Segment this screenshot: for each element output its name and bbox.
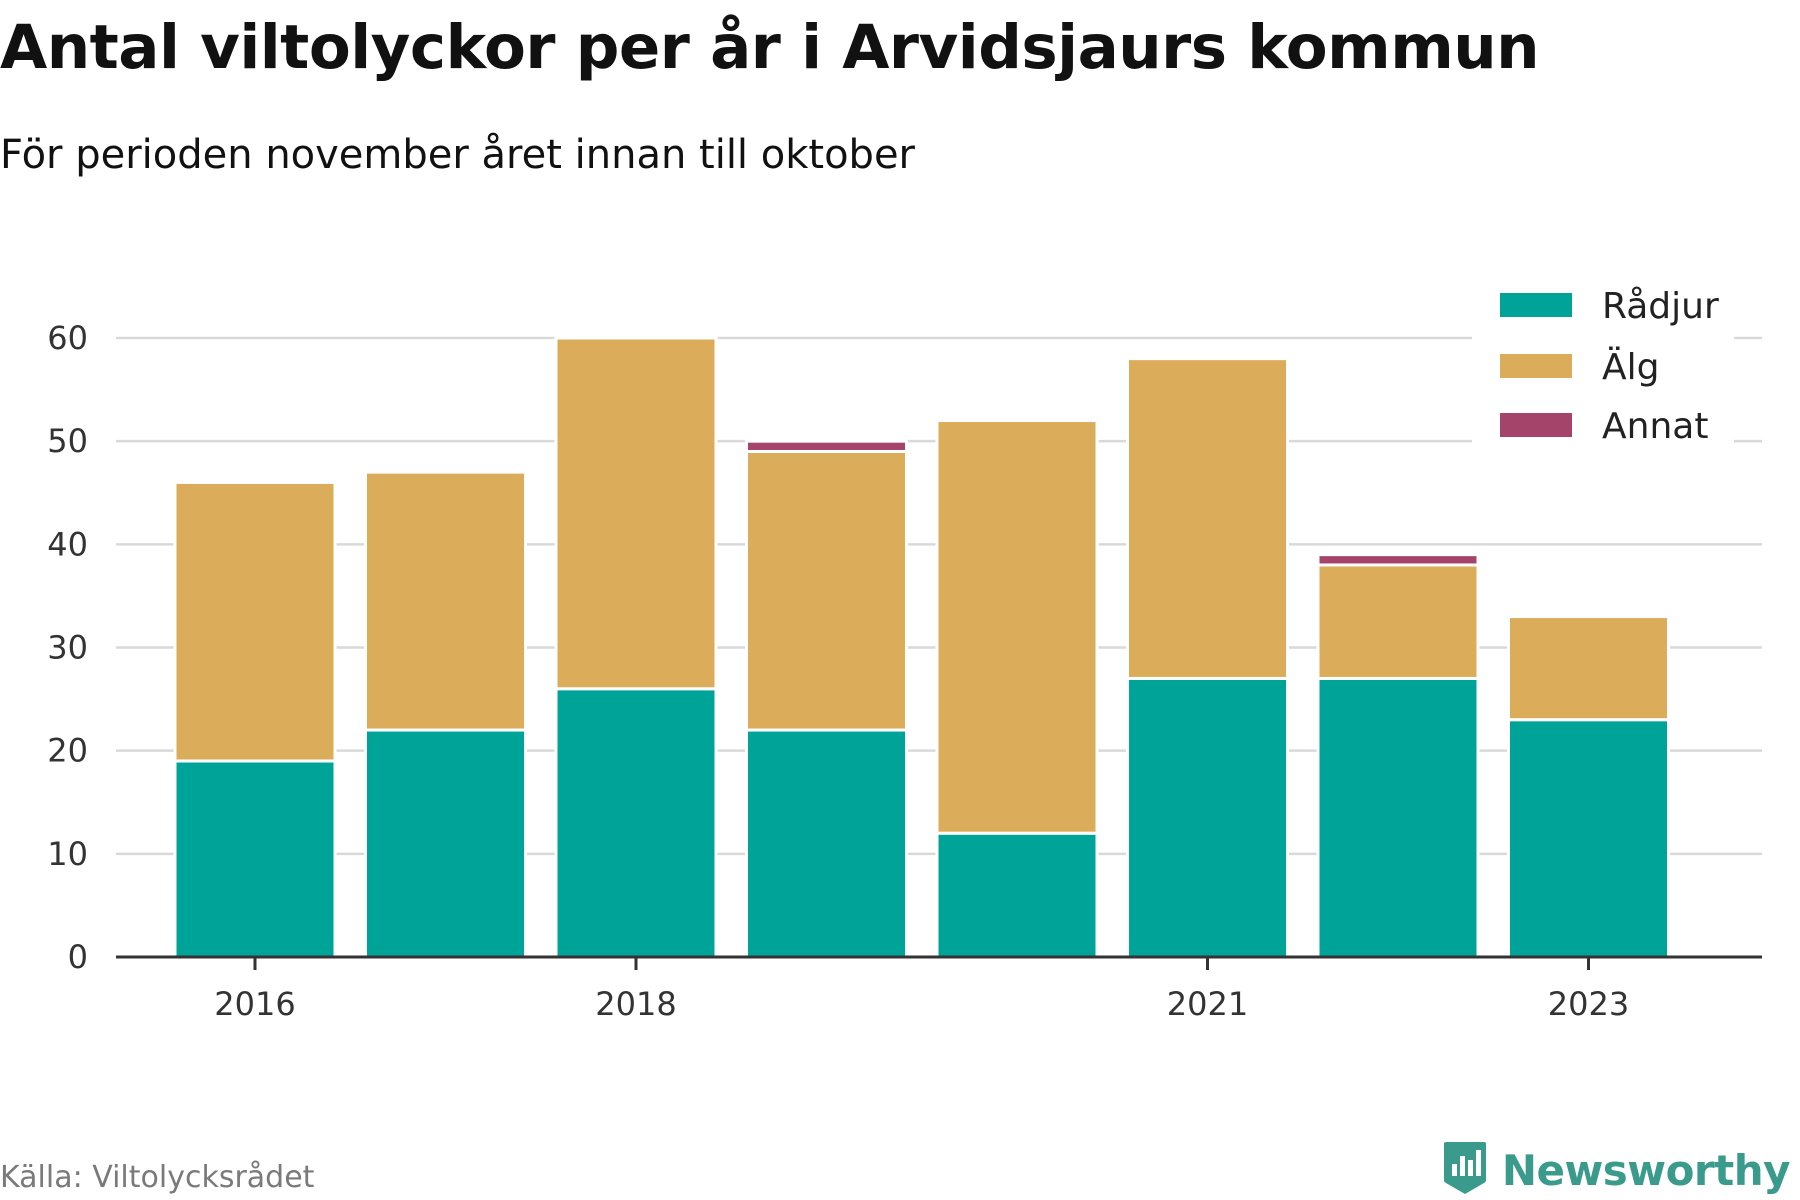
y-tick-label: 0 — [68, 938, 88, 976]
legend-swatch-r-djur — [1500, 293, 1572, 317]
bar-r-djur-2021 — [1126, 676, 1289, 959]
y-tick-label: 50 — [47, 422, 88, 460]
y-tick-label: 40 — [47, 525, 88, 563]
bar--lg-2023 — [1507, 615, 1670, 722]
legend-label: Älg — [1602, 346, 1659, 388]
brand: Newsworthy — [1442, 1140, 1791, 1200]
legend-label: Annat — [1602, 406, 1708, 447]
x-tick-label: 2023 — [1548, 985, 1629, 1023]
x-tick-label: 2018 — [595, 985, 676, 1023]
bar-annat-2022 — [1316, 553, 1480, 567]
x-tick-label: 2016 — [214, 985, 295, 1023]
bar-r-djur-2017 — [364, 728, 527, 959]
y-tick-label: 30 — [47, 629, 88, 667]
brand-name: Newsworthy — [1501, 1145, 1791, 1195]
bar--lg-2022 — [1316, 563, 1480, 680]
bar-annat-2019 — [745, 439, 908, 453]
bar-r-djur-2016 — [173, 759, 337, 959]
legend-swatch--lg — [1500, 354, 1572, 378]
bar--lg-2019 — [745, 449, 908, 732]
x-tick-label: 2021 — [1167, 985, 1248, 1023]
legend-swatch-annat — [1500, 413, 1572, 437]
chart-title: Antal viltolyckor per år i Arvidsjaurs k… — [0, 12, 1540, 83]
y-tick-label: 60 — [47, 319, 88, 357]
bar--lg-2020 — [935, 419, 1099, 835]
y-tick-label: 20 — [47, 732, 88, 770]
bar-r-djur-2022 — [1316, 676, 1480, 959]
bar-r-djur-2018 — [554, 687, 718, 959]
newsworthy-logo-icon — [1442, 1140, 1488, 1200]
source-note: Källa: Viltolycksrådet — [0, 1160, 315, 1195]
bar-chart: 0 10 20 30 40 50 60 2016 2018 2021 2023 Rådjur Älg An… — [47, 286, 1762, 1023]
bar-r-djur-2023 — [1507, 718, 1670, 959]
bar--lg-2017 — [364, 470, 527, 732]
bar--lg-2018 — [554, 336, 718, 691]
legend-label: Rådjur — [1602, 286, 1719, 327]
bar--lg-2021 — [1126, 357, 1289, 680]
bar-r-djur-2020 — [935, 831, 1099, 959]
bar-r-djur-2019 — [745, 728, 908, 959]
y-tick-label: 10 — [47, 835, 88, 873]
bar--lg-2016 — [173, 480, 337, 763]
chart-subtitle: För perioden november året innan till ok… — [0, 132, 915, 178]
